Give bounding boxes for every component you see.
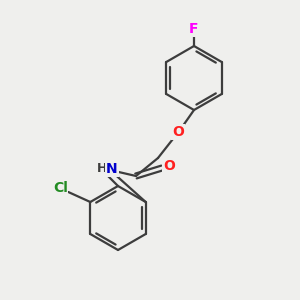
Text: O: O xyxy=(163,159,175,173)
Text: H: H xyxy=(97,163,107,176)
Text: N: N xyxy=(106,162,118,176)
Text: Cl: Cl xyxy=(53,181,68,195)
Text: O: O xyxy=(172,125,184,139)
Text: F: F xyxy=(189,22,199,36)
